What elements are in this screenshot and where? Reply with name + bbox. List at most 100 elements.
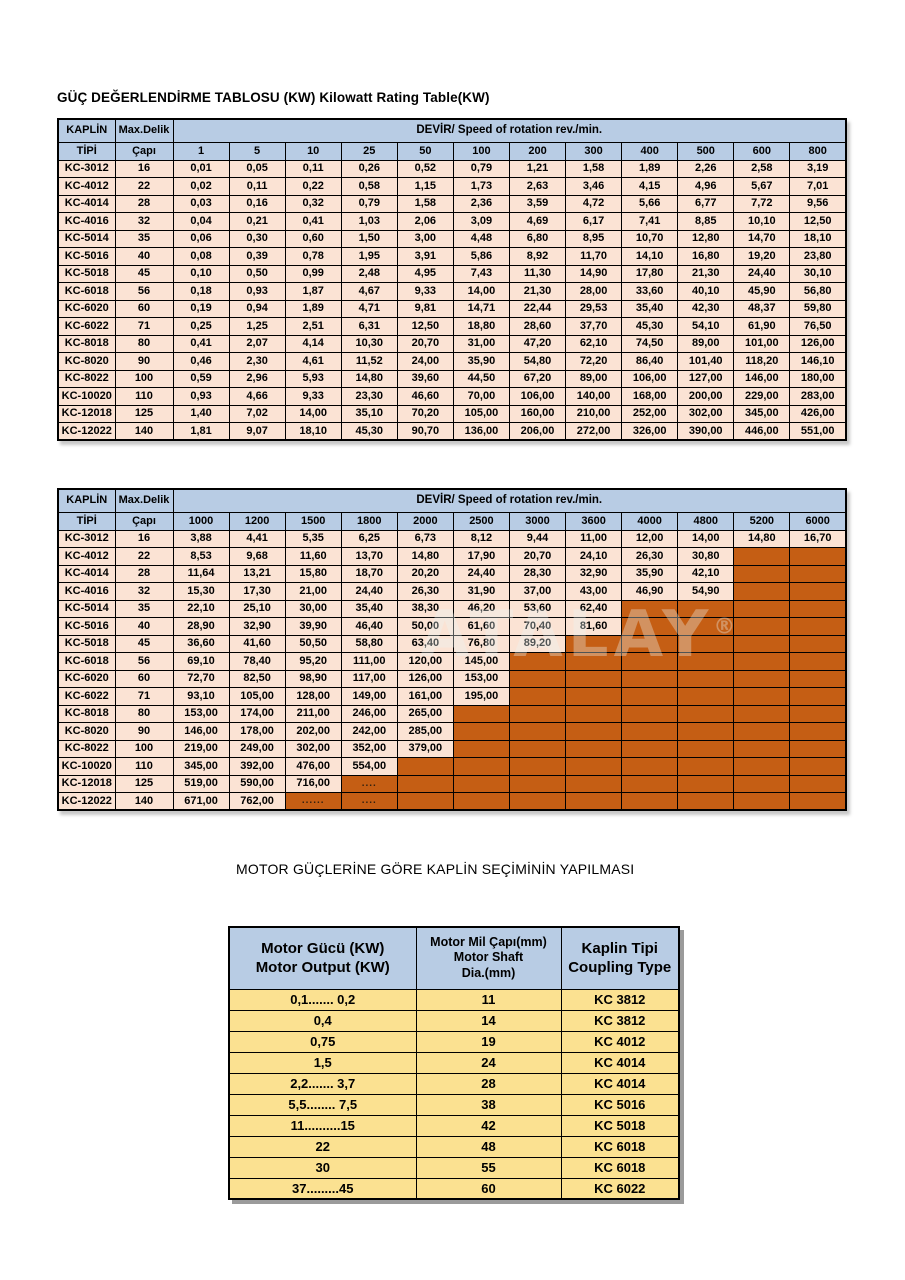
rating-value-cell: 392,00 [228,757,286,776]
rating-value-cell: 146,00 [172,722,230,741]
rating-row: KC-5014 35 22,10 25,10 30,00 35,40 38,30 46,20 5… [57,599,847,618]
rating-value-cell: 21,30 [508,282,567,301]
not-applicable-cell [565,634,623,653]
rating-row: KC-12022 140 1,81 9,07 18,10 45,30 90,70 136,00… [57,422,847,441]
not-applicable-cell [508,652,567,671]
coupling-type-cell: KC 4014 [560,1051,680,1074]
rating-value-cell: 1,58 [565,159,623,178]
not-applicable-cell [621,792,679,811]
page-title: GÜÇ DEĞERLENDİRME TABLOSU (KW) Kilowatt … [57,90,490,105]
rating-row: KC-8018 80 153,00 174,00 211,00 246,00 265,00 [57,704,847,723]
rating-value-cell: 18,10 [284,422,342,441]
bore-cell: 32 [114,582,174,601]
not-applicable-cell [565,722,623,741]
not-applicable-cell [789,634,847,653]
max-bore-header: Çapı [114,141,174,161]
motor-output-cell: 2,2....... 3,7 [228,1072,417,1095]
motor-output-header: Motor Gücü (KW) Motor Output (KW) [228,926,417,990]
rating-value-cell: 554,00 [340,757,398,776]
rating-value-cell: 0,99 [284,264,342,283]
not-applicable-cell [789,582,847,601]
coupling-type-header: TİPİ [57,141,116,161]
rating-row: KC-5016 40 28,90 32,90 39,90 46,40 50,00 61,60 7… [57,617,847,636]
rating-value-cell: 8,12 [452,529,510,548]
rating-value-cell: 111,00 [340,652,398,671]
shaft-dia-cell: 19 [415,1030,562,1053]
rating-header-row-2: TİPİ Çapı 1 5 10 25 50 100 200 300 400 500 600 800 [57,141,847,161]
rating-value-cell: 252,00 [621,404,679,423]
rating-value-cell: 0,25 [172,317,230,336]
coupling-type-cell: KC 6018 [560,1156,680,1179]
motor-output-cell: 5,5........ 7,5 [228,1093,417,1116]
bore-cell: 125 [114,404,174,423]
coupling-type-cell: KC-12022 [57,422,116,441]
bore-cell: 80 [114,704,174,723]
not-applicable-cell [733,739,791,758]
not-applicable-cell [565,774,623,793]
rating-value-cell: 28,00 [565,282,623,301]
rating-value-cell: 29,53 [565,299,623,318]
rating-value-cell: 6,77 [677,194,735,213]
rating-value-cell: 20,70 [508,547,567,566]
rating-value-cell: 161,00 [396,687,454,706]
rating-value-cell: 14,71 [452,299,510,318]
rating-value-cell: 0,10 [172,264,230,283]
coupling-type-header: TİPİ [57,511,116,531]
rating-row: KC-6018 56 69,10 78,40 95,20 111,00 120,00 145,… [57,652,847,671]
rating-value-cell: 160,00 [508,404,567,423]
not-applicable-cell [789,617,847,636]
rating-value-cell: 7,01 [789,177,847,196]
not-applicable-cell [677,652,735,671]
rating-value-cell: 2,48 [340,264,398,283]
rating-value-cell: 61,60 [452,617,510,636]
rating-value-cell: 4,66 [228,387,286,406]
speed-header-cell: 600 [733,141,791,161]
rating-value-cell: 0,16 [228,194,286,213]
rating-value-cell: 671,00 [172,792,230,811]
motor-row: 22 48 KC 6018 [228,1135,680,1158]
rating-value-cell: 15,30 [172,582,230,601]
speed-header-cell: 3600 [565,511,623,531]
rating-value-cell: 0,32 [284,194,342,213]
rating-value-cell: 70,20 [396,404,454,423]
rating-value-cell: 23,80 [789,247,847,266]
not-applicable-cell [621,757,679,776]
rating-value-cell: 195,00 [452,687,510,706]
motor-row: 1,5 24 KC 4014 [228,1051,680,1074]
coupling-type-header: KAPLİN [57,118,116,143]
rating-value-cell: 0,11 [284,159,342,178]
dots-cell: ...... [284,792,342,811]
rating-value-cell: 14,00 [677,529,735,548]
not-applicable-cell [621,634,679,653]
speed-header-cell: 3000 [508,511,567,531]
max-bore-header: Max.Delik [114,488,174,513]
bore-cell: 28 [114,194,174,213]
bore-cell: 140 [114,422,174,441]
motor-output-cell: 0,4 [228,1009,417,1032]
rating-value-cell: 1,25 [228,317,286,336]
rating-value-cell: 446,00 [733,422,791,441]
not-applicable-cell [733,599,791,618]
coupling-type-cell: KC 4012 [560,1030,680,1053]
rating-value-cell: 6,31 [340,317,398,336]
rating-value-cell: 118,20 [733,352,791,371]
rating-value-cell: 10,70 [621,229,679,248]
not-applicable-cell [677,739,735,758]
rating-value-cell: 9,68 [228,547,286,566]
not-applicable-cell [677,669,735,688]
not-applicable-cell [508,757,567,776]
rating-value-cell: 551,00 [789,422,847,441]
rating-value-cell: 0,39 [228,247,286,266]
bore-cell: 100 [114,369,174,388]
speed-header-cell: 25 [340,141,398,161]
rating-value-cell: 48,37 [733,299,791,318]
rating-value-cell: 519,00 [172,774,230,793]
rating-value-cell: 1,89 [284,299,342,318]
rating-value-cell: 1,89 [621,159,679,178]
coupling-type-cell: KC-6018 [57,282,116,301]
rating-value-cell: 12,80 [677,229,735,248]
motor-header-row: Motor Gücü (KW) Motor Output (KW) Motor M… [228,926,680,990]
motor-output-cell: 30 [228,1156,417,1179]
bore-cell: 28 [114,564,174,583]
speed-header-cell: 100 [452,141,510,161]
